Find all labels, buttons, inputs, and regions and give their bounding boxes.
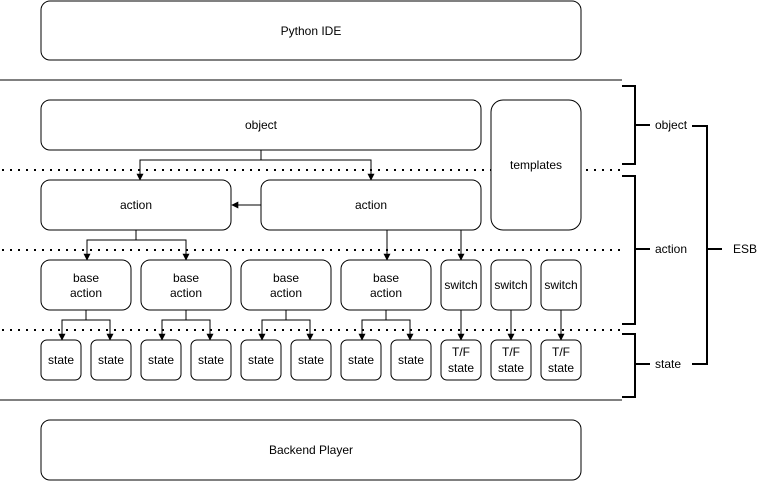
templates-box: templates (490, 99, 582, 231)
switch-box: switch (540, 259, 582, 311)
base-action-label-line1: base (373, 271, 399, 285)
base-action-box: base action (140, 259, 232, 311)
templates-label: templates (510, 158, 562, 172)
base-action-label-line2: action (370, 286, 402, 300)
base-action-to-state-arrow (186, 319, 214, 341)
action-right-label: action (355, 198, 387, 212)
base-action-label-line2: action (270, 286, 302, 300)
base-action-label-line1: base (173, 271, 199, 285)
base-action-label-line1: base (273, 271, 299, 285)
switch-label: switch (444, 278, 477, 292)
tf-state-box: T/F state (440, 339, 482, 381)
action-bracket-label: action (655, 242, 687, 256)
tf-state-label-line2: state (498, 361, 524, 375)
state-label: state (48, 353, 74, 367)
object-to-action-left-arrow (136, 150, 262, 181)
state-bracket-label: state (655, 357, 681, 371)
tf-state-label-line2: state (448, 361, 474, 375)
base-action-to-state-arrow (386, 319, 414, 341)
action-to-base-action-arrow (83, 230, 137, 261)
object-bracket-label: object (655, 118, 688, 132)
state-label: state (398, 353, 424, 367)
object-label: object (245, 118, 278, 132)
base-action-box: base action (40, 259, 132, 311)
switch-box: switch (440, 259, 482, 311)
object-bracket (622, 85, 636, 165)
state-bracket (622, 333, 636, 398)
object-to-action-right-arrow (261, 159, 375, 181)
tf-state-box: T/F state (490, 339, 532, 381)
base-action-to-state-arrow (158, 310, 187, 341)
base-action-box: base action (340, 259, 432, 311)
tf-state-label-line1: T/F (552, 345, 570, 359)
action-right-box: action (260, 179, 482, 231)
state-label: state (248, 353, 274, 367)
state-box: state (40, 339, 82, 381)
esb-bracket-label: ESB (733, 242, 757, 256)
tf-state-label-line1: T/F (502, 345, 520, 359)
tf-state-label-line2: state (548, 361, 574, 375)
state-box: state (240, 339, 282, 381)
tf-state-label-line1: T/F (452, 345, 470, 359)
base-action-to-state-arrow (358, 310, 387, 341)
base-action-label-line1: base (73, 271, 99, 285)
state-label: state (148, 353, 174, 367)
esb-bracket (692, 125, 708, 365)
action-to-base-action-arrow (136, 239, 190, 261)
base-action-to-state-arrow (258, 310, 287, 341)
switch-label: switch (494, 278, 527, 292)
action-bracket (622, 175, 636, 325)
action-left-label: action (120, 198, 152, 212)
switch-label: switch (544, 278, 577, 292)
base-action-box: base action (240, 259, 332, 311)
state-box: state (190, 339, 232, 381)
state-label: state (298, 353, 324, 367)
tf-state-box: T/F state (540, 339, 582, 381)
python-ide-box: Python IDE (40, 0, 582, 61)
state-label: state (348, 353, 374, 367)
base-action-to-state-arrow (86, 319, 114, 341)
object-box: object (40, 99, 482, 151)
base-action-to-state-arrow (58, 310, 87, 341)
state-box: state (90, 339, 132, 381)
state-box: state (390, 339, 432, 381)
state-label: state (98, 353, 124, 367)
base-action-label-line2: action (70, 286, 102, 300)
python-ide-label: Python IDE (281, 24, 342, 38)
switch-box: switch (490, 259, 532, 311)
action-left-box: action (40, 179, 232, 231)
base-action-to-state-arrow (286, 319, 314, 341)
base-action-label-line2: action (170, 286, 202, 300)
state-box: state (290, 339, 332, 381)
state-box: state (340, 339, 382, 381)
state-label: state (198, 353, 224, 367)
backend-player-label: Backend Player (269, 443, 353, 457)
state-box: state (140, 339, 182, 381)
backend-player-box: Backend Player (40, 419, 582, 481)
